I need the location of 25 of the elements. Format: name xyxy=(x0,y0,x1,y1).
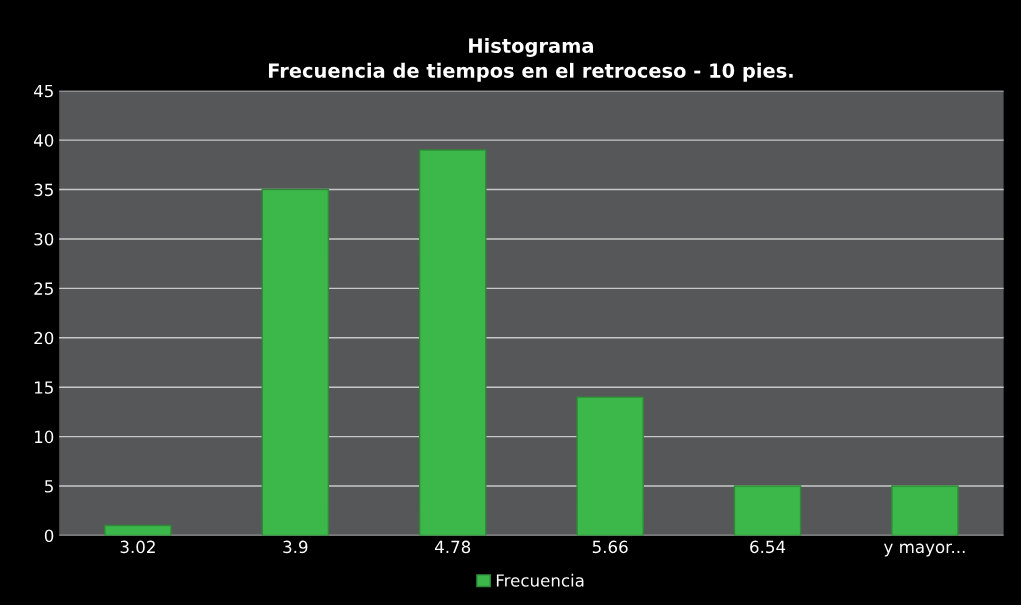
y-tick-label: 45 xyxy=(33,84,53,98)
y-tick-label: 30 xyxy=(34,232,54,246)
x-tick-label: 3.9 xyxy=(283,540,308,554)
chart-subtitle: Frecuencia de tiempos en el retroceso - 10 pies. xyxy=(268,62,793,82)
bar xyxy=(261,188,330,536)
chart-title: Histograma xyxy=(469,37,593,57)
x-tick-label: 6.54 xyxy=(750,540,786,554)
y-tick-label: 35 xyxy=(34,183,53,197)
y-tick-label: 40 xyxy=(33,134,54,147)
x-tick-label: 5.66 xyxy=(592,540,628,554)
y-tick-label: 10 xyxy=(34,430,54,444)
y-tick-label: 5 xyxy=(45,480,53,493)
bar xyxy=(891,485,959,536)
y-tick-label: 20 xyxy=(34,331,54,345)
bar xyxy=(418,149,487,536)
bar xyxy=(576,396,644,536)
x-tick-label: 4.78 xyxy=(434,540,471,554)
y-tick-label: 15 xyxy=(34,381,53,394)
y-tick-label: 25 xyxy=(34,282,53,295)
x-tick-label: y mayor... xyxy=(883,543,965,557)
bar xyxy=(733,485,802,536)
y-tick-label: 0 xyxy=(44,529,54,542)
legend-label: Frecuencia xyxy=(496,573,584,587)
bar xyxy=(104,524,172,536)
x-tick-label: 3.02 xyxy=(120,540,155,554)
